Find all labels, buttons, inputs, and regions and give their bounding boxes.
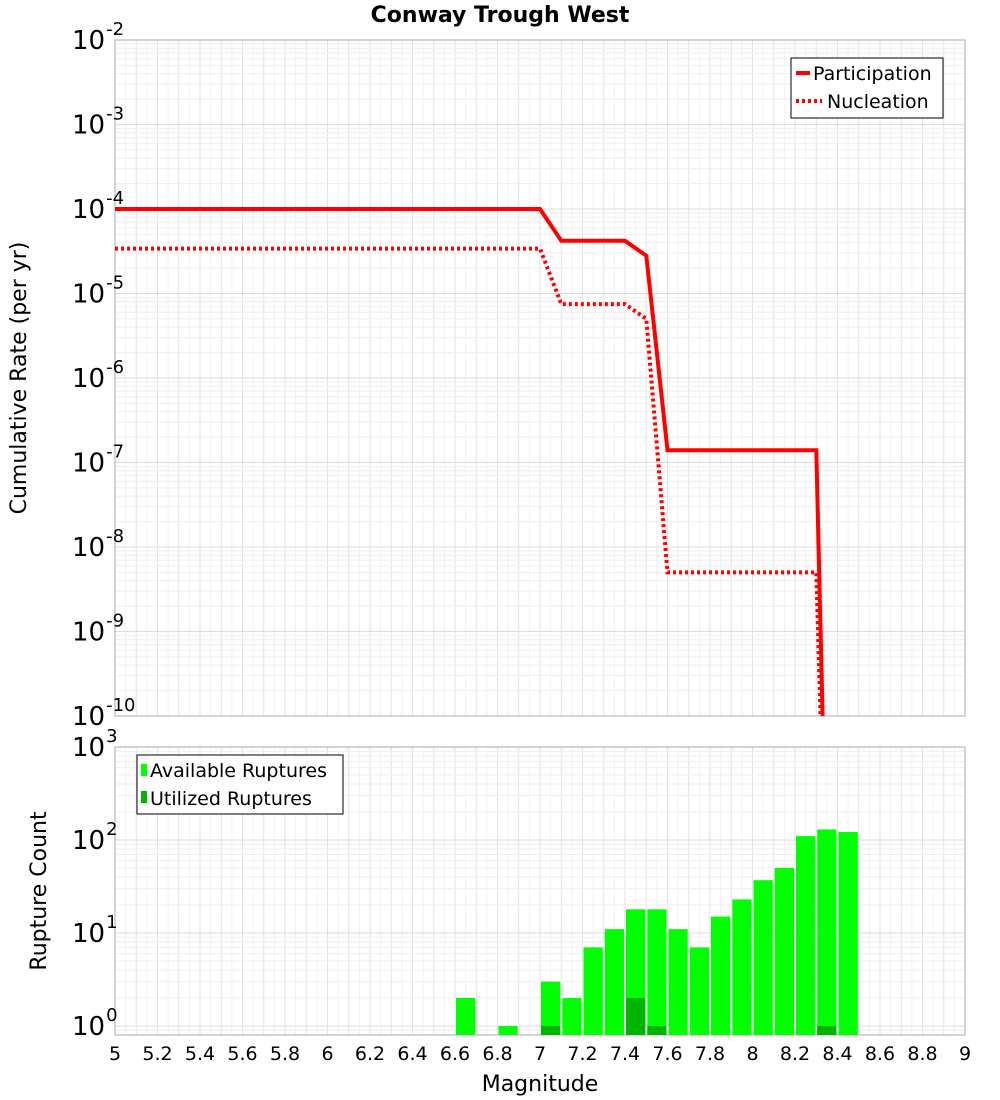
legend-participation-label: Participation: [813, 63, 932, 85]
available-rupture-bar: [817, 829, 837, 1035]
legend-utilized-swatch: [141, 791, 147, 803]
magnitude-tick-label: 6: [321, 1043, 333, 1065]
series-line-nucleation: [115, 246, 823, 717]
magnitude-x-axis-label: Magnitude: [482, 1072, 599, 1097]
magnitude-tick-label: 6.4: [397, 1043, 427, 1065]
legend-nucleation-label: Nucleation: [827, 91, 929, 113]
magnitude-tick-label: 5.8: [270, 1043, 300, 1065]
rate-y-tick-label: 10-5: [72, 273, 124, 310]
count-legend-box: [136, 754, 344, 815]
chart-title: Conway Trough West: [371, 3, 630, 28]
rate-y-tick-label: 10-2: [72, 19, 124, 56]
available-rupture-bar: [838, 832, 858, 1035]
magnitude-tick-label: 6.8: [482, 1043, 512, 1065]
magnitude-tick-label: 8.6: [865, 1043, 895, 1065]
available-rupture-bar: [456, 998, 476, 1035]
available-rupture-bar: [498, 1026, 518, 1035]
magnitude-tick-label: 5.2: [142, 1043, 172, 1065]
magnitude-tick-label: 5: [109, 1043, 121, 1065]
rate-y-tick-label: 10-3: [72, 104, 124, 141]
magnitude-tick-label: 7.8: [695, 1043, 725, 1065]
legend-available-swatch: [141, 764, 147, 776]
available-rupture-bar: [796, 836, 816, 1035]
magnitude-tick-label: 8.8: [907, 1043, 937, 1065]
count-plot-frame: [114, 746, 966, 1036]
rate-plot-frame: [114, 39, 966, 717]
magnitude-tick-label: 5.6: [227, 1043, 257, 1065]
count-y-tick-label: 101: [72, 912, 118, 949]
utilized-rupture-bar: [626, 998, 646, 1035]
rate-y-tick-label: 10-6: [72, 357, 124, 394]
rate-legend-box: [790, 57, 944, 119]
count-y-axis-label: Rupture Count: [27, 811, 52, 971]
rate-grid: [114, 40, 966, 717]
rate-y-ticks: 10-10 10-9 10-8 10-7 10-6 10-5 10-4 10-3 10-2: [72, 19, 136, 732]
magnitude-x-ticks: 5 5.2 5.4 5.6 5.8 6 6.2 6.4 6.6 6.8 7 7.2 7.4 7.6 7.8 8…: [109, 1043, 971, 1065]
magnitude-tick-label: 8: [746, 1043, 758, 1065]
rate-legend: Participation Nucleation: [790, 57, 944, 119]
rate-panel: 10-10 10-9 10-8 10-7 10-6 10-5 10-4 10-3 10-2 Cu…: [7, 19, 966, 732]
legend-available-label: Available Ruptures: [150, 760, 327, 782]
count-y-tick-label: 102: [72, 819, 118, 856]
rate-y-tick-label: 10-7: [72, 442, 124, 479]
magnitude-tick-label: 7.4: [610, 1043, 640, 1065]
rate-y-tick-label: 10-9: [72, 611, 124, 648]
series-line-participation: [115, 207, 825, 717]
magnitude-tick-label: 6.6: [440, 1043, 470, 1065]
legend-utilized-label: Utilized Ruptures: [150, 788, 312, 810]
magnitude-tick-label: 7: [534, 1043, 546, 1065]
count-bars: [456, 829, 858, 1035]
available-rupture-bar: [562, 998, 582, 1035]
available-rupture-bar: [604, 929, 624, 1035]
available-rupture-bar: [541, 981, 561, 1035]
available-rupture-bar: [583, 947, 603, 1035]
magnitude-tick-label: 7.6: [652, 1043, 682, 1065]
available-rupture-bar: [647, 909, 667, 1035]
rate-y-axis-label: Cumulative Rate (per yr): [7, 242, 32, 515]
magnitude-tick-label: 9: [959, 1043, 971, 1065]
magnitude-tick-label: 6.2: [355, 1043, 385, 1065]
magnitude-tick-label: 8.4: [822, 1043, 852, 1065]
available-rupture-bar: [668, 929, 688, 1035]
magnitude-tick-label: 8.2: [780, 1043, 810, 1065]
available-rupture-bar: [732, 899, 752, 1035]
utilized-rupture-bar: [817, 1026, 837, 1035]
count-legend: Available Ruptures Utilized Ruptures: [136, 754, 344, 815]
utilized-rupture-bar: [541, 1026, 561, 1035]
available-rupture-bar: [753, 880, 773, 1035]
rate-y-tick-label: 10-4: [72, 188, 124, 225]
utilized-rupture-bar: [647, 1026, 667, 1035]
magnitude-tick-label: 5.4: [185, 1043, 215, 1065]
available-rupture-bar: [689, 947, 710, 1035]
magnitude-tick-label: 7.2: [567, 1043, 597, 1065]
count-y-tick-label: 100: [72, 1005, 118, 1042]
rate-series: [115, 207, 825, 717]
available-rupture-bar: [774, 868, 794, 1035]
available-rupture-bar: [711, 916, 731, 1035]
rate-y-tick-label: 10-10: [72, 695, 136, 732]
rate-y-tick-label: 10-8: [72, 526, 124, 563]
